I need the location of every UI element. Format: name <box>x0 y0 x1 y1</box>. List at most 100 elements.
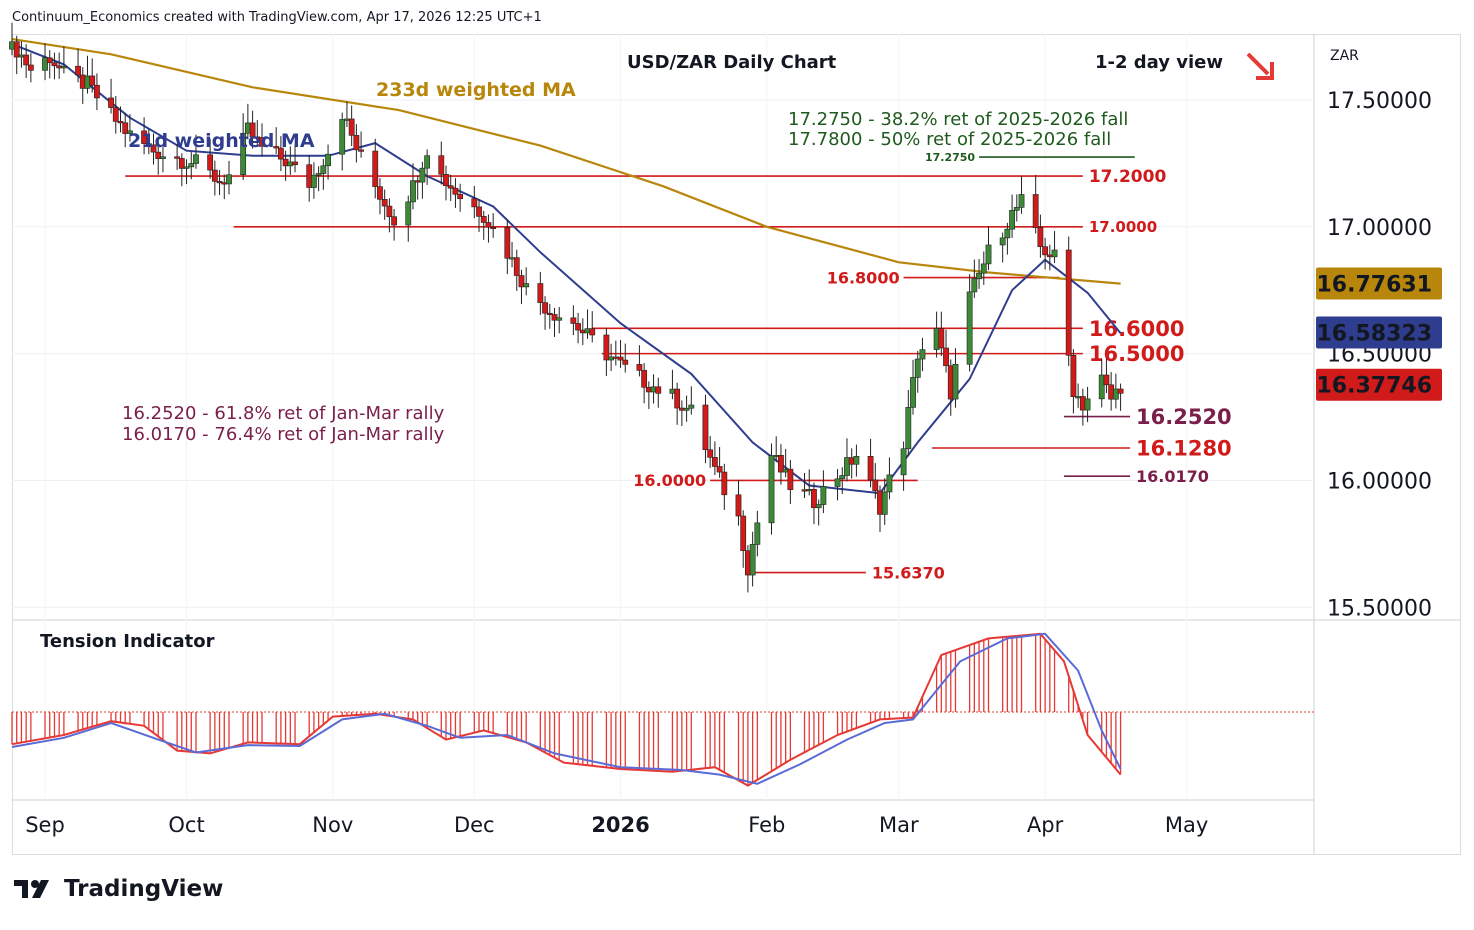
candle-body-down <box>740 515 747 551</box>
candle-body-down <box>51 62 58 67</box>
currency-label: ZAR <box>1330 48 1359 64</box>
candle-body-up <box>749 544 756 576</box>
candle-body-down <box>636 364 643 371</box>
candle-body-down <box>358 149 364 152</box>
candle-body-down <box>94 84 100 99</box>
candle-body-down <box>476 206 482 217</box>
candlestick <box>900 441 907 491</box>
price-badge-box <box>1316 267 1442 300</box>
candlestick <box>999 232 1006 263</box>
tension-fast-line <box>11 632 1122 787</box>
candlestick <box>589 311 596 343</box>
candle-body-down <box>353 135 360 151</box>
tradingview-brand[interactable]: TradingView <box>14 876 223 902</box>
candle-body-down <box>504 227 511 259</box>
candlestick <box>311 162 317 199</box>
candle-body-down <box>277 147 284 160</box>
candle-body-up <box>999 237 1006 246</box>
candle-body-down <box>811 489 817 509</box>
candle-body-up <box>1112 388 1119 400</box>
candle-body-down <box>211 169 218 182</box>
candlestick <box>42 43 48 81</box>
candle-body-up <box>910 377 916 408</box>
candle-body-up <box>881 491 888 515</box>
candlestick <box>292 144 298 173</box>
candlestick <box>1032 174 1039 234</box>
level-label-17.2750: 17.2750 <box>925 151 975 164</box>
candle-body-up <box>886 474 893 493</box>
level-label-16.0170: 16.0170 <box>1136 467 1209 486</box>
price-tick-label: 16.00000 <box>1327 469 1432 494</box>
candlestick <box>424 149 431 185</box>
candle-body-up <box>42 57 48 71</box>
support-note-618: 16.2520 - 61.8% ret of Jan-Mar rally <box>122 403 445 424</box>
level-label-17.2000: 17.2000 <box>1089 167 1167 187</box>
candlestick <box>839 467 846 494</box>
candle-body-up <box>815 504 822 509</box>
candle-body-down <box>108 97 114 108</box>
candlestick <box>358 131 364 158</box>
candlestick <box>178 153 185 187</box>
candle-body-up <box>1018 194 1025 208</box>
candle-body-up <box>405 201 412 226</box>
candle-body-down <box>1103 374 1110 386</box>
time-tick-label: Mar <box>879 813 919 837</box>
candlestick <box>117 106 124 133</box>
candle-body-down <box>617 356 624 361</box>
candle-body-up <box>980 263 987 274</box>
price-badge: 16.58323 <box>1316 316 1442 349</box>
candle-body-down <box>381 199 388 207</box>
candlestick <box>778 444 784 485</box>
candle-body-up <box>311 174 317 188</box>
candle-body-down <box>13 41 20 58</box>
candle-body-down <box>589 328 596 336</box>
candle-body-up <box>325 153 331 167</box>
candlestick <box>711 441 718 476</box>
candle-body-down <box>457 194 464 200</box>
candle-body-down <box>707 449 714 458</box>
candlestick <box>537 271 544 315</box>
candle-body-up <box>900 448 907 476</box>
time-tick-label: May <box>1165 813 1208 837</box>
tension-title: Tension Indicator <box>40 631 215 652</box>
candle-body-down <box>348 118 355 136</box>
price-badge-value: 16.37746 <box>1316 374 1432 399</box>
candle-body-down <box>655 386 662 394</box>
candle-body-down <box>150 144 157 153</box>
candlestick <box>952 348 959 408</box>
candlestick <box>1051 231 1058 264</box>
candlestick <box>56 52 63 79</box>
fib-note-50: 17.7800 - 50% ret of 2025-2026 fall <box>788 129 1111 150</box>
candlestick <box>768 443 775 535</box>
tradingview-logo-icon <box>14 880 49 898</box>
candlestick <box>419 161 426 199</box>
level-label-16.1280: 16.1280 <box>1136 437 1232 461</box>
candle-body-down <box>249 122 256 138</box>
candle-body-up <box>1004 228 1011 239</box>
candlestick <box>1009 194 1015 238</box>
candlestick <box>377 178 383 215</box>
candle-body-up <box>683 407 690 411</box>
candle-body-up <box>1009 210 1015 230</box>
candlestick <box>1037 214 1044 258</box>
candlestick <box>480 210 487 240</box>
candlestick <box>485 214 492 243</box>
candlestick <box>452 178 459 208</box>
candle-body-down <box>46 57 53 64</box>
candlestick <box>188 152 195 180</box>
candlestick <box>447 174 454 202</box>
candle-body-down <box>438 155 445 175</box>
candlestick <box>315 166 322 192</box>
candle-body-down <box>1065 249 1072 356</box>
candlestick <box>207 138 214 179</box>
candlestick <box>46 50 53 79</box>
candlestick <box>971 259 978 298</box>
candle-body-up <box>410 180 416 203</box>
candle-body-down <box>443 174 449 187</box>
ma21-line <box>11 43 1122 495</box>
level-label-15.6370: 15.6370 <box>872 563 945 582</box>
candle-body-down <box>551 314 558 321</box>
candlestick <box>145 128 152 155</box>
